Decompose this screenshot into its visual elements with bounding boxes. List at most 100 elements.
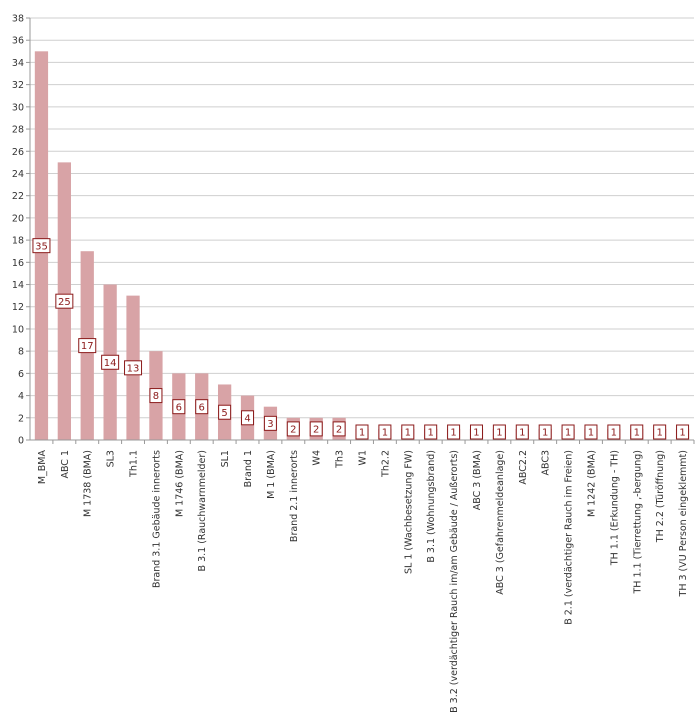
- x-tick-label: M_BMA: [37, 450, 48, 485]
- data-label-text: 35: [35, 241, 48, 252]
- data-label: 17: [78, 338, 97, 354]
- x-tick-label: Th1.1: [129, 450, 140, 478]
- y-tick-label: 4: [18, 391, 24, 402]
- data-label: 6: [195, 399, 209, 415]
- data-label: 8: [149, 388, 163, 404]
- data-label: 25: [55, 293, 74, 309]
- y-tick-label: 34: [12, 58, 24, 69]
- x-tick-label: W1: [358, 450, 369, 465]
- x-tick-label: B 2.1 (verdächtiger Rauch im Freien): [564, 450, 575, 625]
- data-label-text: 2: [290, 424, 296, 435]
- data-label: 35: [32, 238, 51, 254]
- data-label: 3: [263, 415, 277, 431]
- data-label-text: 4: [244, 413, 250, 424]
- data-label-box: [195, 399, 209, 415]
- data-label-box: [218, 404, 232, 420]
- data-label-box: [241, 410, 255, 426]
- data-label-box: [332, 421, 346, 437]
- x-tick-label: B 3.2 (verdächtiger Rauch im/am Gebäude …: [449, 450, 460, 713]
- y-tick-label: 30: [12, 102, 24, 113]
- data-label: 1: [492, 424, 506, 440]
- data-label-box: [378, 424, 392, 440]
- x-tick-label: Th2.2: [380, 450, 391, 478]
- x-tick-label: Th3: [335, 450, 346, 469]
- data-label: 1: [538, 424, 552, 440]
- data-label-box: [515, 424, 529, 440]
- data-label: 1: [401, 424, 415, 440]
- y-tick-label: 36: [12, 36, 24, 47]
- data-label-box: [172, 399, 186, 415]
- data-label-text: 1: [565, 428, 571, 439]
- x-tick-label: TH 1.1 (Erkundung - TH): [609, 450, 620, 566]
- data-label-box: [538, 424, 552, 440]
- y-tick-label: 26: [12, 147, 24, 158]
- x-tick-label: ABC2.2: [518, 450, 529, 485]
- x-tick-label: TH 3 (VU Person eingeklemmt): [678, 450, 689, 597]
- x-tick-label: M 1 (BMA): [266, 450, 277, 499]
- data-label-text: 1: [542, 428, 548, 439]
- x-tick-label: SL1: [220, 450, 231, 467]
- x-axis-labels: M_BMA ABC 1 M 1738 (BMA) SL3 Th1.1 Brand 3.1 …: [37, 440, 695, 713]
- data-label-box: [607, 424, 621, 440]
- data-label-box: [469, 424, 483, 440]
- data-label-box: [424, 424, 438, 440]
- data-label-box: [653, 424, 667, 440]
- data-label-text: 1: [588, 428, 594, 439]
- x-tick-label: M 1242 (BMA): [586, 450, 597, 517]
- data-label-box: [32, 238, 51, 254]
- data-label-text: 14: [104, 358, 117, 369]
- data-label-box: [55, 293, 74, 309]
- data-label: 1: [607, 424, 621, 440]
- data-label: 2: [309, 421, 323, 437]
- data-label-text: 8: [153, 391, 159, 402]
- y-tick-label: 28: [12, 125, 24, 136]
- data-label-text: 1: [428, 428, 434, 439]
- data-label-text: 1: [359, 428, 365, 439]
- data-label-box: [447, 424, 461, 440]
- data-label: 1: [447, 424, 461, 440]
- data-label-text: 1: [519, 428, 525, 439]
- x-tick-label: SL3: [106, 450, 117, 467]
- y-tick-label: 2: [18, 413, 24, 424]
- data-label-text: 2: [313, 424, 319, 435]
- x-tick-label: SL 1 (Wachbesetzung FW): [403, 450, 414, 574]
- data-label: 5: [218, 404, 232, 420]
- data-label: 2: [286, 421, 300, 437]
- data-label-box: [101, 354, 120, 370]
- data-label-text: 5: [221, 408, 227, 419]
- x-tick-label: Brand 2.1 innerorts: [289, 450, 300, 542]
- data-label-box: [355, 424, 369, 440]
- data-label-text: 1: [450, 428, 456, 439]
- data-label-text: 25: [58, 297, 71, 308]
- data-label-text: 1: [473, 428, 479, 439]
- data-label-box: [630, 424, 644, 440]
- data-label: 6: [172, 399, 186, 415]
- y-tick-label: 18: [12, 236, 24, 247]
- x-tick-label: ABC3: [541, 450, 552, 476]
- y-tick-label: 10: [12, 324, 24, 335]
- data-label-box: [584, 424, 598, 440]
- x-tick-label: B 3.1 (Wohnungsbrand): [426, 450, 437, 563]
- gridlines: [30, 17, 694, 441]
- data-label-box: [286, 421, 300, 437]
- y-tick-label: 20: [12, 213, 24, 224]
- data-label-text: 1: [634, 428, 640, 439]
- data-label-box: [309, 421, 323, 437]
- y-tick-label: 24: [12, 169, 24, 180]
- x-tick-label: ABC 3 (BMA): [472, 450, 483, 510]
- data-label: 1: [676, 424, 690, 440]
- y-tick-label: 14: [12, 280, 24, 291]
- data-label-text: 13: [127, 363, 140, 374]
- x-tick-label: Brand 3.1 Gebäude innerorts: [151, 450, 162, 588]
- data-label-text: 1: [496, 428, 502, 439]
- bars: [34, 51, 690, 441]
- x-tick-label: Brand 1: [243, 450, 254, 487]
- data-label: 1: [561, 424, 575, 440]
- y-tick-label: 0: [18, 436, 24, 447]
- data-label-box: [401, 424, 415, 440]
- x-tick-label: TH 1.1 (Tierrettung ,-bergung): [632, 450, 643, 595]
- data-label-box: [561, 424, 575, 440]
- data-label: 4: [241, 410, 255, 426]
- x-tick-label: B 3.1 (Rauchwarnmelder): [197, 450, 208, 571]
